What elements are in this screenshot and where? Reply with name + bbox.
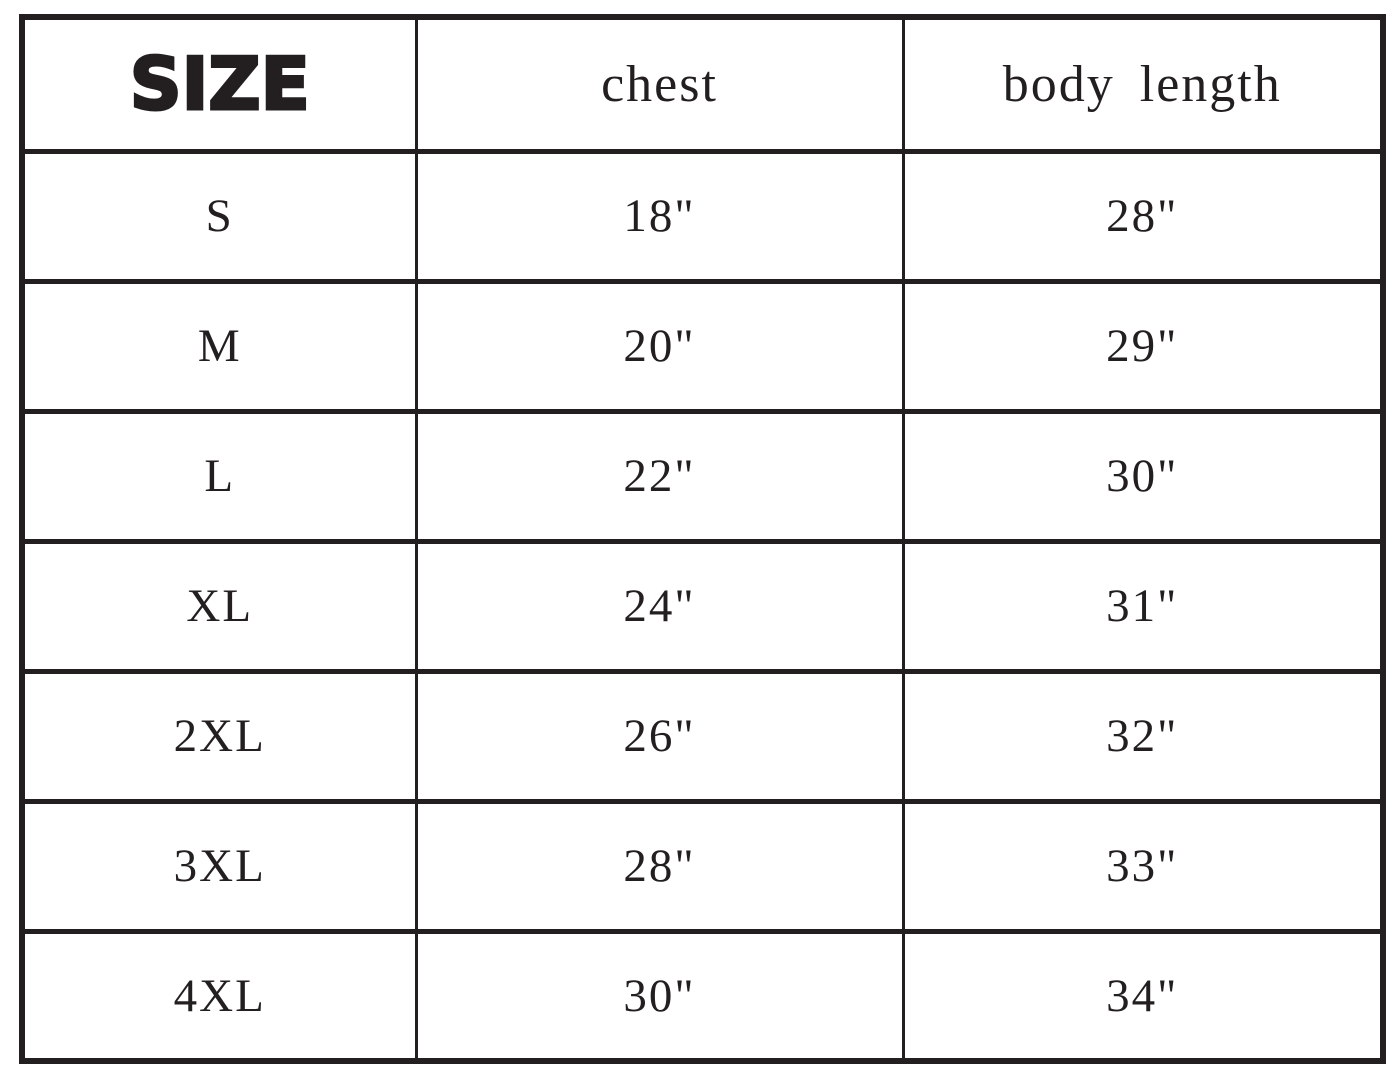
- size-label: 4XL: [20, 928, 418, 1064]
- table-row-m: M 20" 29": [20, 278, 1385, 414]
- table-row-l: L 22" 30": [20, 408, 1385, 544]
- size-label: XL: [20, 538, 418, 674]
- chest-value: 20": [414, 278, 905, 414]
- table-row-4xl: 4XL 30" 34": [20, 928, 1385, 1064]
- column-header-chest: chest: [414, 14, 905, 154]
- table-row-s: S 18" 28": [20, 148, 1385, 284]
- size-label: M: [20, 278, 418, 414]
- size-label: L: [20, 408, 418, 544]
- chest-value: 26": [414, 668, 905, 804]
- table-row-2xl: 2XL 26" 32": [20, 668, 1385, 804]
- table-row-3xl: 3XL 28" 33": [20, 798, 1385, 934]
- table-row-xl: XL 24" 31": [20, 538, 1385, 674]
- column-header-size: SIZE: [20, 14, 418, 154]
- body-length-value: 28": [901, 148, 1385, 284]
- size-label: 2XL: [20, 668, 418, 804]
- body-length-value: 30": [901, 408, 1385, 544]
- body-length-value: 33": [901, 798, 1385, 934]
- size-chart-table: SIZE chest body length S 18" 28" M 20" 2…: [19, 14, 1386, 1064]
- chest-value: 24": [414, 538, 905, 674]
- body-length-value: 29": [901, 278, 1385, 414]
- header-row: SIZE chest body length: [20, 14, 1385, 154]
- chest-value: 30": [414, 928, 905, 1064]
- chest-value: 18": [414, 148, 905, 284]
- body-length-value: 31": [901, 538, 1385, 674]
- size-label: S: [20, 148, 418, 284]
- body-length-value: 34": [901, 928, 1385, 1064]
- size-label: 3XL: [20, 798, 418, 934]
- chest-value: 22": [414, 408, 905, 544]
- body-length-value: 32": [901, 668, 1385, 804]
- chest-value: 28": [414, 798, 905, 934]
- column-header-body-length: body length: [901, 14, 1385, 154]
